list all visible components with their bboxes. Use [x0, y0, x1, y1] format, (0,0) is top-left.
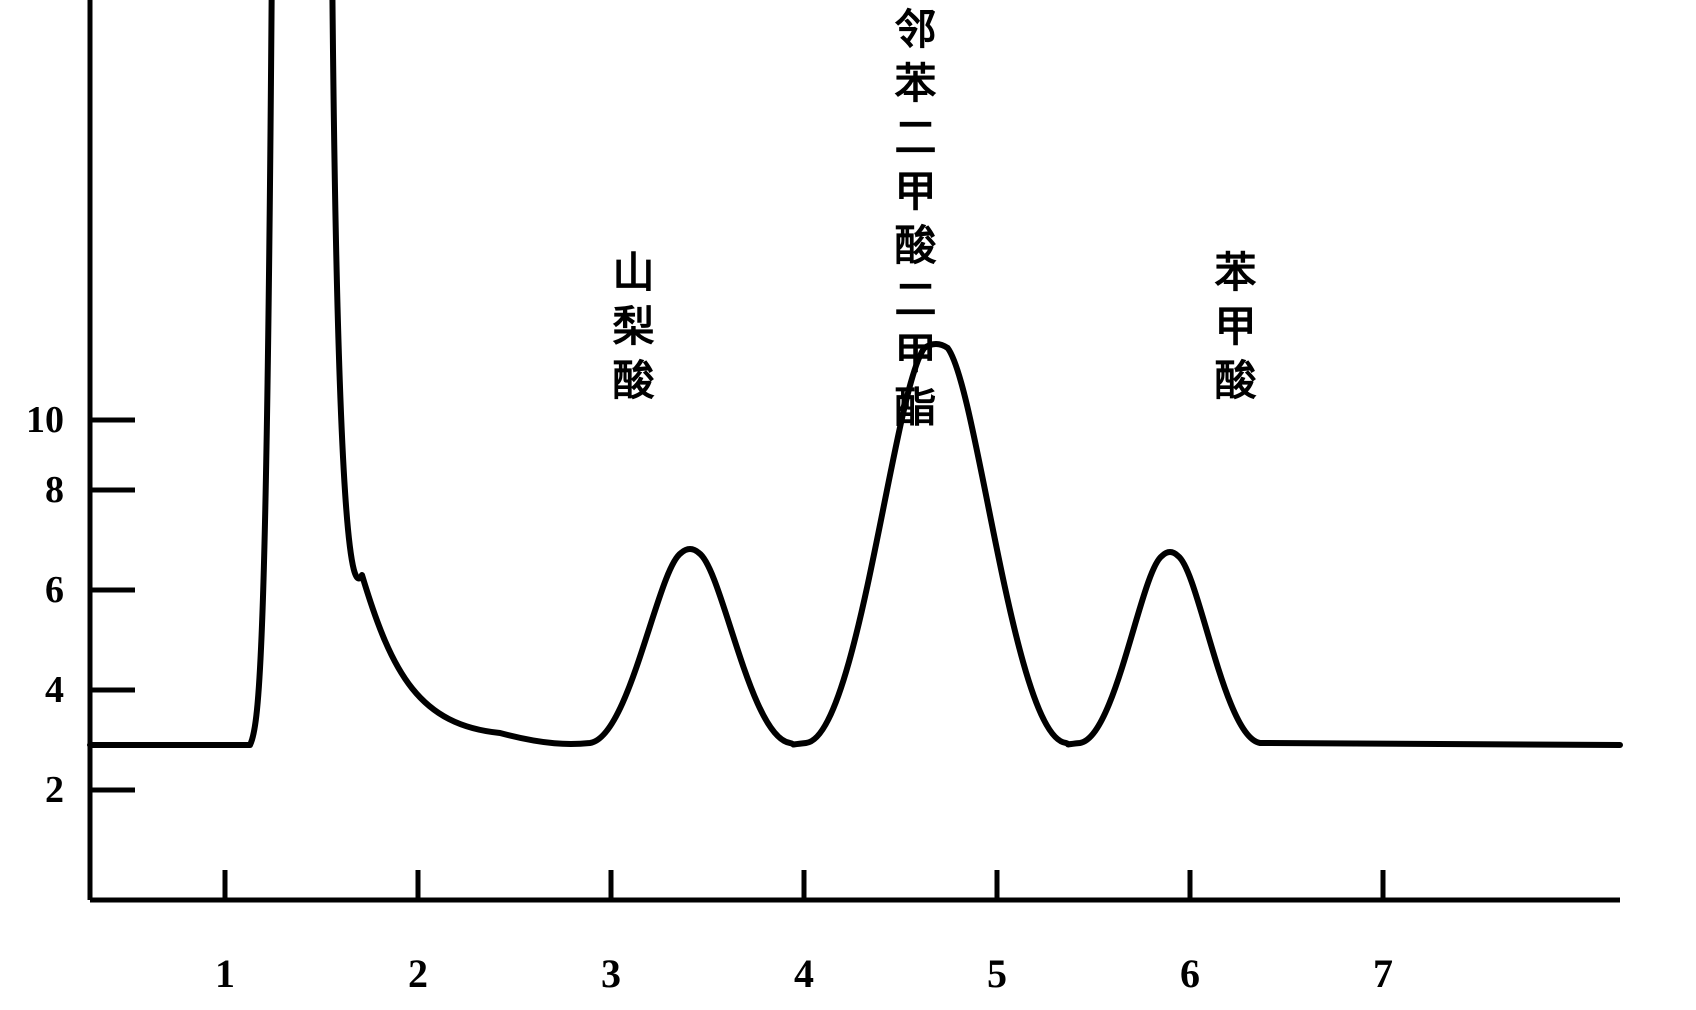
- y-tick-label-10: 10: [4, 398, 64, 442]
- y-tick-label-8: 8: [4, 468, 64, 512]
- x-tick-label-2: 2: [398, 950, 438, 997]
- x-tick-label-6: 6: [1170, 950, 1210, 997]
- x-tick-label-4: 4: [784, 950, 824, 997]
- y-tick-label-4: 4: [4, 668, 64, 712]
- x-tick-label-3: 3: [591, 950, 631, 997]
- peak-label-dimethyl-phthalate: 邻苯二甲酸二甲酯: [890, 7, 932, 439]
- chart-svg: [0, 0, 1696, 1005]
- x-tick-label-1: 1: [205, 950, 245, 997]
- chromatogram-chart: 2 4 6 8 10 1 2 3 4 5 6 7 山梨酸 邻苯二甲酸二甲酯 苯甲…: [0, 0, 1696, 1005]
- x-tick-label-7: 7: [1363, 950, 1403, 997]
- peak-label-sorbic-acid: 山梨酸: [608, 250, 650, 412]
- y-tick-label-6: 6: [4, 568, 64, 612]
- x-tick-label-5: 5: [977, 950, 1017, 997]
- y-tick-label-2: 2: [4, 768, 64, 812]
- peak-label-benzoic-acid: 苯甲酸: [1210, 250, 1252, 412]
